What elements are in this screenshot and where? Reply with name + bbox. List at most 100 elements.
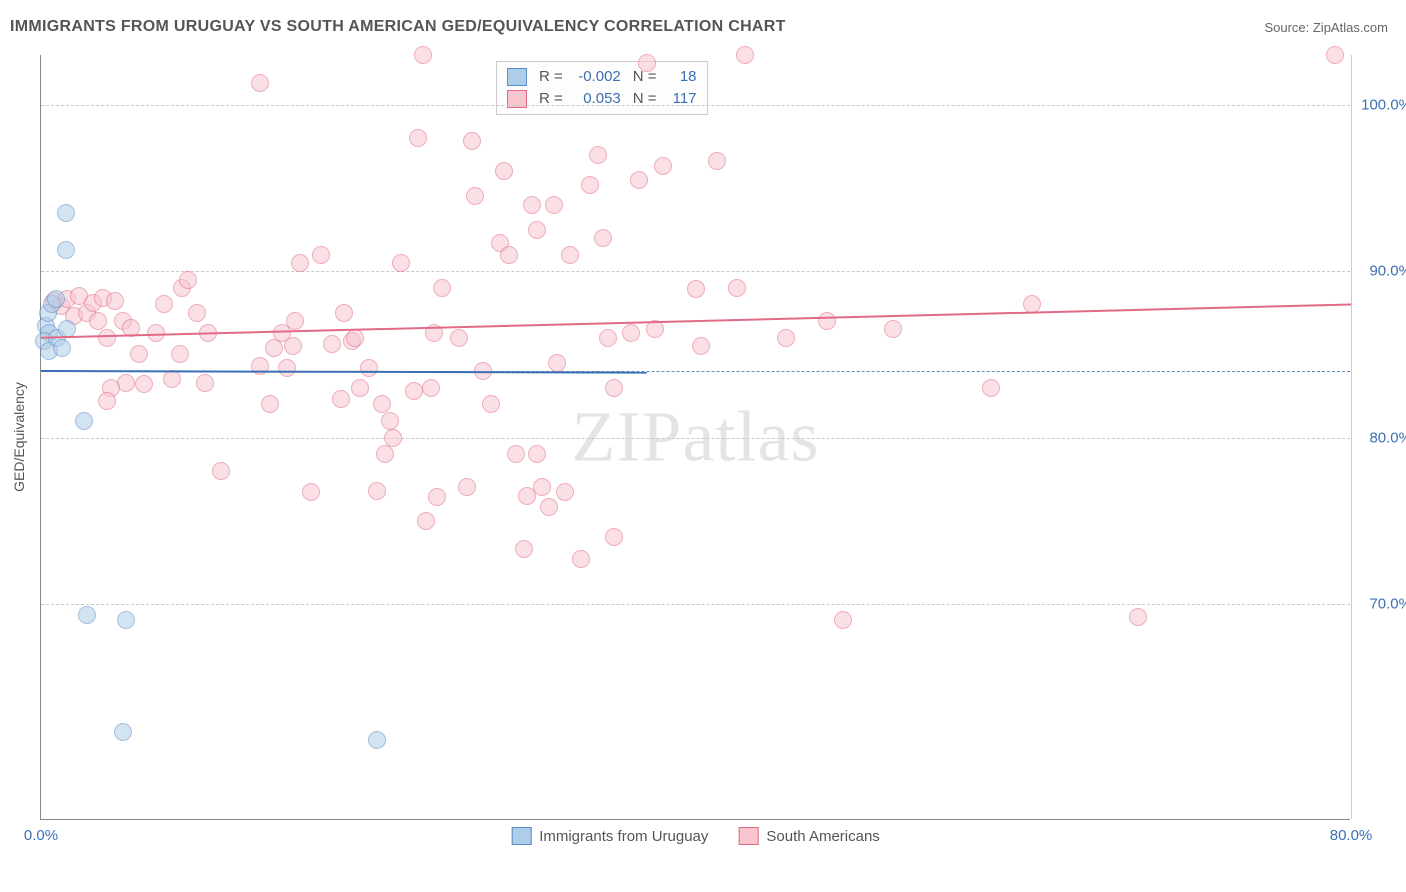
scatter-point-south_americans (368, 482, 386, 500)
y-tick-label: 90.0% (1369, 263, 1406, 280)
scatter-point-south_americans (188, 304, 206, 322)
scatter-point-uruguay (368, 731, 386, 749)
scatter-point-south_americans (89, 312, 107, 330)
scatter-point-south_americans (428, 488, 446, 506)
scatter-point-south_americans (278, 359, 296, 377)
scatter-point-south_americans (834, 611, 852, 629)
scatter-point-south_americans (360, 359, 378, 377)
scatter-point-south_americans (692, 337, 710, 355)
scatter-point-south_americans (630, 171, 648, 189)
scatter-point-uruguay (75, 412, 93, 430)
scatter-point-south_americans (605, 379, 623, 397)
scatter-point-south_americans (548, 354, 566, 372)
scatter-point-south_americans (373, 395, 391, 413)
scatter-point-south_americans (515, 540, 533, 558)
legend-r-value-sa: 0.053 (571, 88, 621, 110)
scatter-point-south_americans (482, 395, 500, 413)
y-tick-label: 70.0% (1369, 595, 1406, 612)
scatter-point-south_americans (302, 483, 320, 501)
scatter-point-south_americans (466, 187, 484, 205)
chart-title: IMMIGRANTS FROM URUGUAY VS SOUTH AMERICA… (10, 18, 786, 36)
scatter-point-south_americans (346, 329, 364, 347)
scatter-point-south_americans (581, 176, 599, 194)
scatter-point-south_americans (622, 324, 640, 342)
scatter-point-south_americans (599, 329, 617, 347)
scatter-point-south_americans (284, 337, 302, 355)
scatter-point-south_americans (135, 375, 153, 393)
scatter-point-south_americans (561, 246, 579, 264)
scatter-point-south_americans (736, 46, 754, 64)
scatter-point-south_americans (381, 412, 399, 430)
scatter-point-uruguay (78, 606, 96, 624)
scatter-point-south_americans (605, 528, 623, 546)
legend-swatch-uruguay (507, 68, 527, 86)
scatter-point-south_americans (312, 246, 330, 264)
legend-swatch-sa-icon (738, 827, 758, 845)
legend-label-uruguay: Immigrants from Uruguay (539, 828, 708, 845)
scatter-point-south_americans (155, 295, 173, 313)
scatter-point-south_americans (1326, 46, 1344, 64)
reference-line (41, 371, 1350, 372)
scatter-point-south_americans (147, 324, 165, 342)
legend-n-value-sa: 117 (665, 88, 697, 110)
scatter-point-south_americans (98, 329, 116, 347)
scatter-point-south_americans (474, 362, 492, 380)
scatter-point-uruguay (58, 320, 76, 338)
scatter-point-south_americans (251, 74, 269, 92)
scatter-point-south_americans (646, 320, 664, 338)
scatter-point-south_americans (528, 445, 546, 463)
y-tick-label: 80.0% (1369, 429, 1406, 446)
scatter-point-south_americans (507, 445, 525, 463)
scatter-point-south_americans (589, 146, 607, 164)
scatter-point-south_americans (286, 312, 304, 330)
legend-row-uruguay: R = -0.002 N = 18 (507, 66, 697, 88)
scatter-point-south_americans (818, 312, 836, 330)
scatter-point-uruguay (117, 611, 135, 629)
scatter-point-south_americans (594, 229, 612, 247)
gridline-v (1351, 55, 1352, 819)
x-tick-label: 80.0% (1330, 827, 1373, 844)
correlation-legend: R = -0.002 N = 18 R = 0.053 N = 117 (496, 61, 708, 115)
gridline-h (41, 438, 1350, 439)
scatter-point-south_americans (687, 280, 705, 298)
scatter-point-south_americans (196, 374, 214, 392)
scatter-point-south_americans (414, 46, 432, 64)
scatter-point-south_americans (417, 512, 435, 530)
scatter-point-south_americans (422, 379, 440, 397)
scatter-point-south_americans (122, 319, 140, 337)
scatter-point-south_americans (351, 379, 369, 397)
legend-swatch-uruguay-icon (511, 827, 531, 845)
scatter-point-south_americans (425, 324, 443, 342)
scatter-point-south_americans (540, 498, 558, 516)
scatter-point-south_americans (98, 392, 116, 410)
legend-row-sa: R = 0.053 N = 117 (507, 88, 697, 110)
scatter-point-south_americans (777, 329, 795, 347)
scatter-point-south_americans (533, 478, 551, 496)
legend-item-sa: South Americans (738, 827, 879, 845)
scatter-point-south_americans (450, 329, 468, 347)
scatter-point-south_americans (171, 345, 189, 363)
scatter-point-south_americans (405, 382, 423, 400)
scatter-point-south_americans (500, 246, 518, 264)
scatter-point-south_americans (728, 279, 746, 297)
scatter-point-south_americans (708, 152, 726, 170)
plot-area: GED/Equivalency ZIPatlas R = -0.002 N = … (40, 55, 1350, 820)
gridline-h (41, 105, 1350, 106)
scatter-point-south_americans (392, 254, 410, 272)
y-tick-label: 100.0% (1361, 96, 1406, 113)
scatter-point-south_americans (179, 271, 197, 289)
scatter-point-south_americans (1023, 295, 1041, 313)
source-label: Source: (1264, 20, 1312, 35)
scatter-point-south_americans (376, 445, 394, 463)
scatter-point-south_americans (335, 304, 353, 322)
source-link[interactable]: ZipAtlas.com (1313, 20, 1388, 35)
scatter-point-south_americans (638, 54, 656, 72)
x-tick-label: 0.0% (24, 827, 58, 844)
y-axis-title: GED/Equivalency (11, 382, 27, 492)
scatter-point-south_americans (556, 483, 574, 501)
scatter-point-south_americans (384, 429, 402, 447)
legend-label-sa: South Americans (766, 828, 879, 845)
scatter-point-uruguay (57, 204, 75, 222)
scatter-point-south_americans (572, 550, 590, 568)
source-attribution: Source: ZipAtlas.com (1264, 20, 1388, 35)
